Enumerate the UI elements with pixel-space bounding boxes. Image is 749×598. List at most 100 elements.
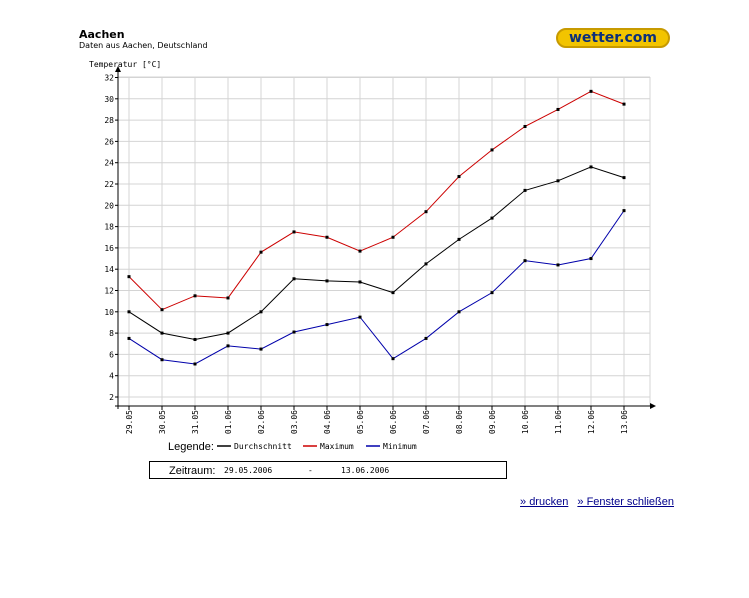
y-tick-label: 4	[109, 372, 114, 381]
data-point	[391, 357, 395, 361]
data-point	[259, 250, 263, 254]
y-tick-label: 20	[104, 201, 114, 210]
data-point	[325, 323, 329, 327]
data-point	[589, 165, 593, 169]
y-axis-label: Temperatur [°C]	[89, 60, 161, 69]
legend-entry: Minimum	[366, 442, 417, 451]
data-point	[391, 291, 395, 295]
data-point	[490, 291, 494, 295]
legend-entry-label: Maximum	[320, 442, 354, 451]
y-tick-label: 18	[104, 223, 114, 232]
data-point	[490, 216, 494, 220]
range-separator: -	[308, 466, 313, 475]
data-point	[622, 102, 626, 106]
data-point	[160, 331, 164, 335]
data-point	[490, 148, 494, 152]
legend-label: Legende:	[168, 441, 214, 453]
legend-entry-label: Minimum	[383, 442, 417, 451]
data-point	[127, 336, 131, 340]
data-point	[160, 358, 164, 362]
data-point	[358, 315, 362, 319]
x-tick-label: 06.06	[389, 410, 398, 434]
x-tick-label: 02.06	[257, 410, 266, 434]
data-point	[457, 237, 461, 241]
data-point	[160, 308, 164, 312]
legend-entry: Durchschnitt	[217, 442, 292, 451]
data-point	[457, 310, 461, 314]
x-axis-arrow	[650, 403, 656, 409]
x-tick-label: 09.06	[488, 410, 497, 434]
data-point	[226, 331, 230, 335]
data-point	[358, 249, 362, 253]
page-title: Aachen	[79, 28, 125, 41]
data-point	[259, 347, 263, 351]
y-tick-label: 12	[104, 287, 114, 296]
close-window-link[interactable]: » Fenster schließen	[577, 496, 674, 508]
data-point	[325, 235, 329, 239]
data-point	[556, 179, 560, 183]
series-line-minimum	[128, 210, 625, 365]
data-point	[259, 310, 263, 314]
data-point	[391, 235, 395, 239]
y-tick-label: 16	[104, 244, 114, 253]
y-tick-label: 26	[104, 137, 114, 146]
data-point	[622, 209, 626, 213]
chart-grid	[118, 76, 651, 406]
data-point	[226, 296, 230, 300]
data-point	[523, 259, 527, 263]
data-point	[457, 175, 461, 179]
x-tick-label: 10.06	[521, 410, 530, 434]
data-point	[424, 210, 428, 214]
x-tick-label: 30.05	[158, 410, 167, 434]
data-point	[556, 263, 560, 267]
data-point	[226, 344, 230, 348]
legend-entry: Maximum	[303, 442, 354, 451]
range-box	[149, 461, 507, 479]
y-tick-label: 30	[104, 95, 114, 104]
y-tick-label: 6	[109, 350, 114, 359]
footer-links: » drucken » Fenster schließen	[0, 496, 674, 508]
x-tick-label: 29.05	[125, 410, 134, 434]
data-point	[127, 275, 131, 279]
data-point	[589, 89, 593, 93]
data-point	[127, 310, 131, 314]
data-point	[193, 362, 197, 366]
y-axis-arrow	[115, 66, 121, 72]
y-tick-label: 32	[104, 74, 114, 83]
data-point	[523, 124, 527, 128]
x-tick-label: 03.06	[290, 410, 299, 434]
chart-axes	[115, 66, 656, 410]
x-tick-label: 04.06	[323, 410, 332, 434]
x-tick-label: 11.06	[554, 410, 563, 434]
x-tick-label: 31.05	[191, 410, 200, 434]
x-tick-label: 08.06	[455, 410, 464, 434]
range-from: 29.05.2006	[224, 466, 272, 475]
legend-entry-label: Durchschnitt	[234, 442, 292, 451]
x-tick-label: 12.06	[587, 410, 596, 434]
data-point	[292, 230, 296, 234]
data-point	[424, 262, 428, 266]
data-point	[622, 176, 626, 180]
y-tick-label: 28	[104, 116, 114, 125]
y-tick-label: 8	[109, 329, 114, 338]
data-point	[325, 279, 329, 283]
page-subtitle: Daten aus Aachen, Deutschland	[79, 41, 208, 50]
data-point	[292, 277, 296, 281]
data-point	[292, 330, 296, 334]
x-tick-label: 01.06	[224, 410, 233, 434]
data-point	[193, 337, 197, 341]
data-point	[589, 257, 593, 261]
temperature-chart: Temperatur [°C] 246810121416182022242628…	[89, 60, 656, 479]
data-point	[424, 336, 428, 340]
range-label: Zeitraum:	[169, 465, 215, 477]
series-line-maximum	[128, 90, 625, 311]
x-tick-label: 13.06	[620, 410, 629, 434]
x-tick-label: 05.06	[356, 410, 365, 434]
y-tick-label: 22	[104, 180, 114, 189]
y-tick-label: 24	[104, 159, 114, 168]
print-link[interactable]: » drucken	[520, 496, 569, 508]
chart-legend: Durchschnitt Maximum Minimum	[217, 442, 417, 451]
chart-series	[127, 89, 626, 366]
series-line-durchschnitt	[128, 166, 625, 340]
